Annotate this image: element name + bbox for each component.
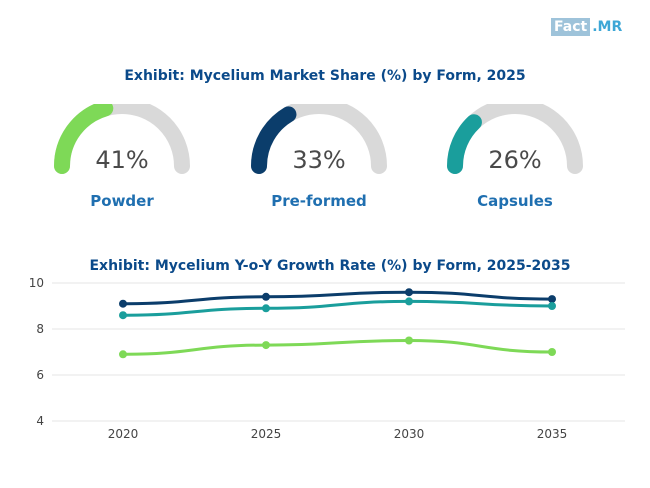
x-tick-label-2035: 2035 <box>537 427 568 441</box>
series-point-capsules-2030 <box>405 297 413 306</box>
logo-mr: .MR <box>592 19 623 35</box>
gauge-preformed-fill <box>251 106 297 174</box>
y-tick-label-10: 10 <box>29 276 44 290</box>
growth-chart-title: Exhibit: Mycelium Y-o-Y Growth Rate (%) … <box>89 258 571 274</box>
x-tick-label-2020: 2020 <box>108 427 139 441</box>
series-line-powder <box>122 338 553 356</box>
gauge-capsules-fill <box>447 114 482 174</box>
gauge-preformed-label: Pre-formed <box>271 192 367 210</box>
y-tick-label-4: 4 <box>36 414 44 428</box>
x-tick-label-2025: 2025 <box>251 427 282 441</box>
series-line-capsules <box>122 299 553 317</box>
gauge-capsules-value: 26% <box>488 146 542 174</box>
gauge-powder-label: Powder <box>90 192 154 210</box>
logo-fact: Fact <box>551 18 591 36</box>
series-point-capsules-2025 <box>262 304 270 313</box>
gauge-powder-value: 41% <box>95 146 149 174</box>
factmr-logo: Fact .MR <box>551 18 624 36</box>
growth-line-chart: 4 6 8 10 2020 2025 2030 2035 <box>29 276 625 441</box>
gauge-preformed-value: 33% <box>292 146 346 174</box>
gauge-capsules-label: Capsules <box>477 192 553 210</box>
series-point-powder-2025 <box>262 341 270 350</box>
gauge-capsules-svg <box>447 104 583 174</box>
y-tick-label-6: 6 <box>36 368 44 382</box>
series-point-capsules-2035 <box>548 302 556 310</box>
gauge-powder-svg <box>54 104 190 174</box>
x-tick-label-2030: 2030 <box>394 427 425 441</box>
gauge-powder: 41% Powder <box>50 104 210 224</box>
y-tick-label-8: 8 <box>36 322 44 336</box>
series-point-powder-2035 <box>548 348 556 356</box>
share-chart-title: Exhibit: Mycelium Market Share (%) by Fo… <box>124 68 526 84</box>
gauge-powder-fill <box>54 104 114 174</box>
series-point-pre-formed-2025 <box>262 292 270 301</box>
gauge-capsules: 26% Capsules <box>443 104 603 224</box>
series-point-pre-formed-2020 <box>119 299 127 308</box>
gauge-preformed-svg <box>251 104 387 174</box>
series-line-pre-formed <box>122 290 553 306</box>
series-point-powder-2020 <box>119 350 127 359</box>
series-point-capsules-2020 <box>119 311 127 320</box>
gauge-preformed: 33% Pre-formed <box>247 104 407 224</box>
series-point-pre-formed-2030 <box>405 288 413 297</box>
series-point-powder-2030 <box>405 336 413 345</box>
series-point-pre-formed-2035 <box>548 295 556 304</box>
